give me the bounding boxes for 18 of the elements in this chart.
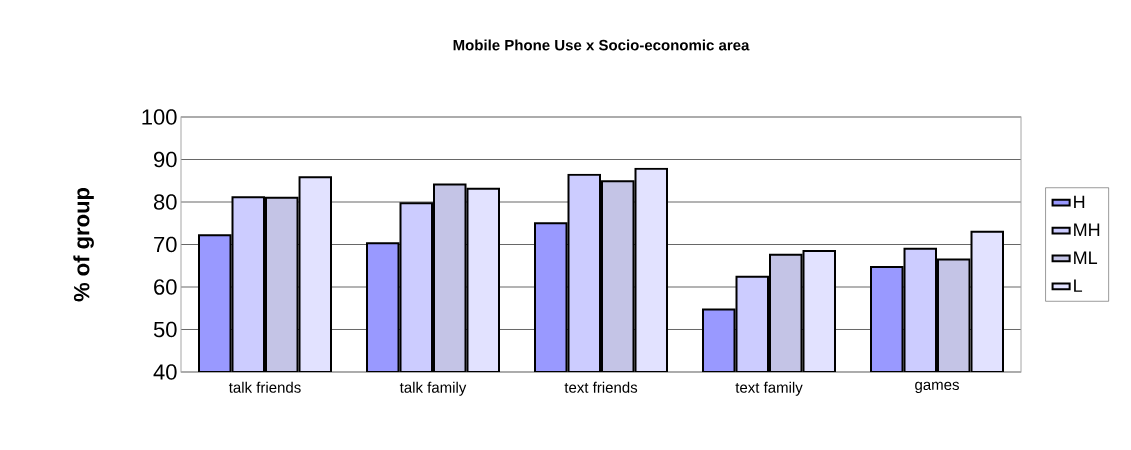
y-tick-label: 60 (154, 279, 177, 295)
legend-label: MH (1074, 223, 1100, 236)
y-axis-title: % of group (73, 187, 94, 302)
legend-label: L (1074, 279, 1083, 292)
y-tick-label: 50 (153, 321, 177, 338)
y-tick-label: 90 (154, 151, 177, 168)
legend-label: H (1074, 195, 1085, 209)
y-tick-label: 100 (142, 109, 177, 125)
chart-title: Mobile Phone Use x Socio-economic area (453, 39, 750, 51)
x-tick-label: text friends (564, 381, 638, 393)
x-tick-label: talk friends (228, 381, 301, 393)
y-tick-label: 80 (153, 194, 177, 210)
x-tick-label: talk family (399, 381, 467, 396)
legend-label: ML (1074, 251, 1098, 264)
y-tick-label: 70 (154, 236, 177, 253)
y-tick-label: 40 (153, 364, 177, 380)
x-tick-label: games (915, 381, 959, 393)
x-tick-label: text family (735, 381, 803, 396)
